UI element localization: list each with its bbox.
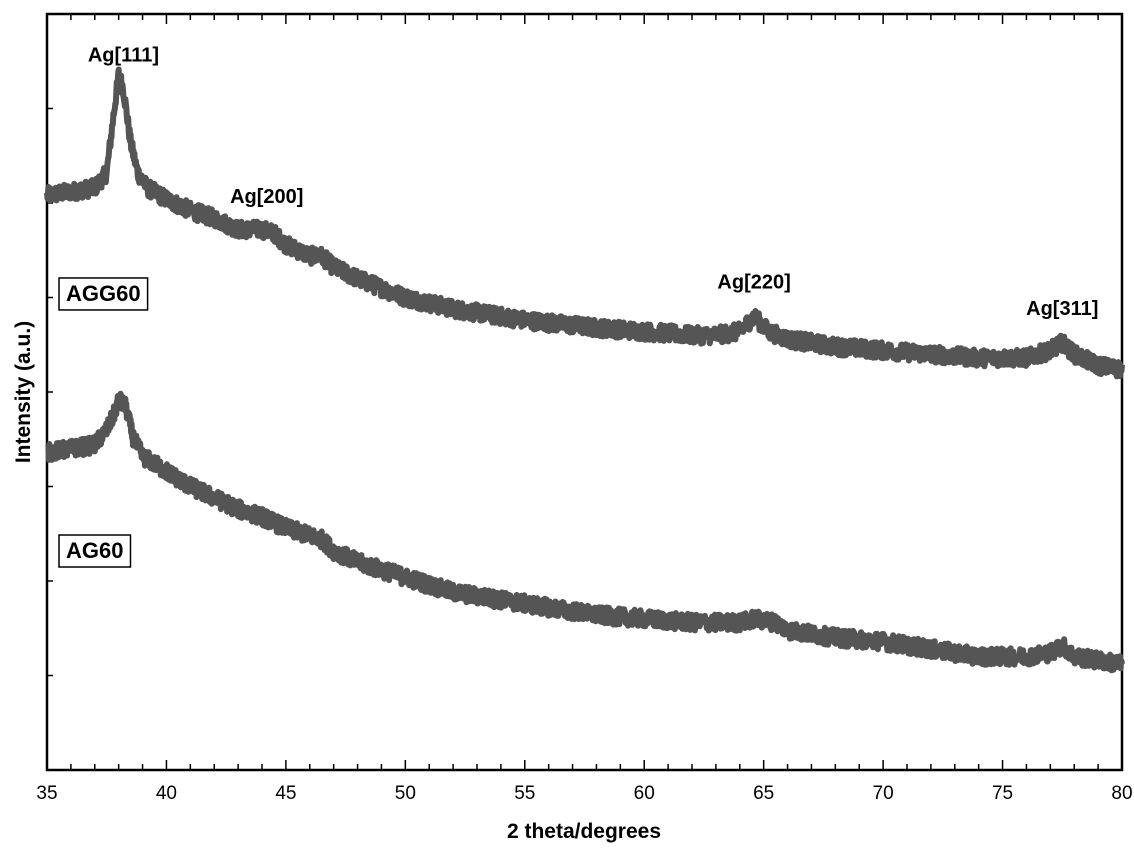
x-tick-label: 80 [1111, 783, 1132, 804]
sample-labels: AGG60 AG60 [58, 277, 149, 568]
series-line-ag60 [44, 390, 1125, 674]
peak-label: Ag[200] [230, 186, 303, 208]
sample-label-agg60: AGG60 [58, 277, 149, 311]
peak-label: Ag[111] [88, 45, 159, 67]
y-axis-title: Intensity (a.u.) [12, 321, 35, 463]
sample-label-ag60: AG60 [58, 534, 132, 568]
x-tick-label: 75 [992, 783, 1013, 804]
x-tick-label: 35 [36, 783, 57, 804]
series-line-agg60 [44, 66, 1125, 380]
x-tick-label: 40 [156, 783, 177, 804]
sample-label-text: AGG60 [66, 281, 141, 306]
peak-label: Ag[311] [1026, 298, 1098, 320]
x-axis-title: 2 theta/degrees [507, 820, 661, 843]
x-tick-label: 45 [275, 783, 296, 804]
x-tick-label: 65 [753, 783, 774, 804]
axis-ticks: 35 40 45 50 55 60 65 70 75 80 [36, 14, 1133, 804]
x-tick-label: 50 [395, 783, 416, 804]
x-tick-label: 60 [634, 783, 655, 804]
peak-label: Ag[220] [717, 271, 790, 293]
x-tick-label: 55 [514, 783, 535, 804]
sample-label-text: AG60 [66, 538, 123, 563]
sample-label-box [58, 534, 132, 568]
peak-annotations: Ag[111] Ag[200] Ag[220] Ag[311] [88, 45, 1099, 320]
x-tick-label: 70 [873, 783, 894, 804]
sample-label-box [58, 277, 149, 311]
series-lines [44, 66, 1125, 674]
